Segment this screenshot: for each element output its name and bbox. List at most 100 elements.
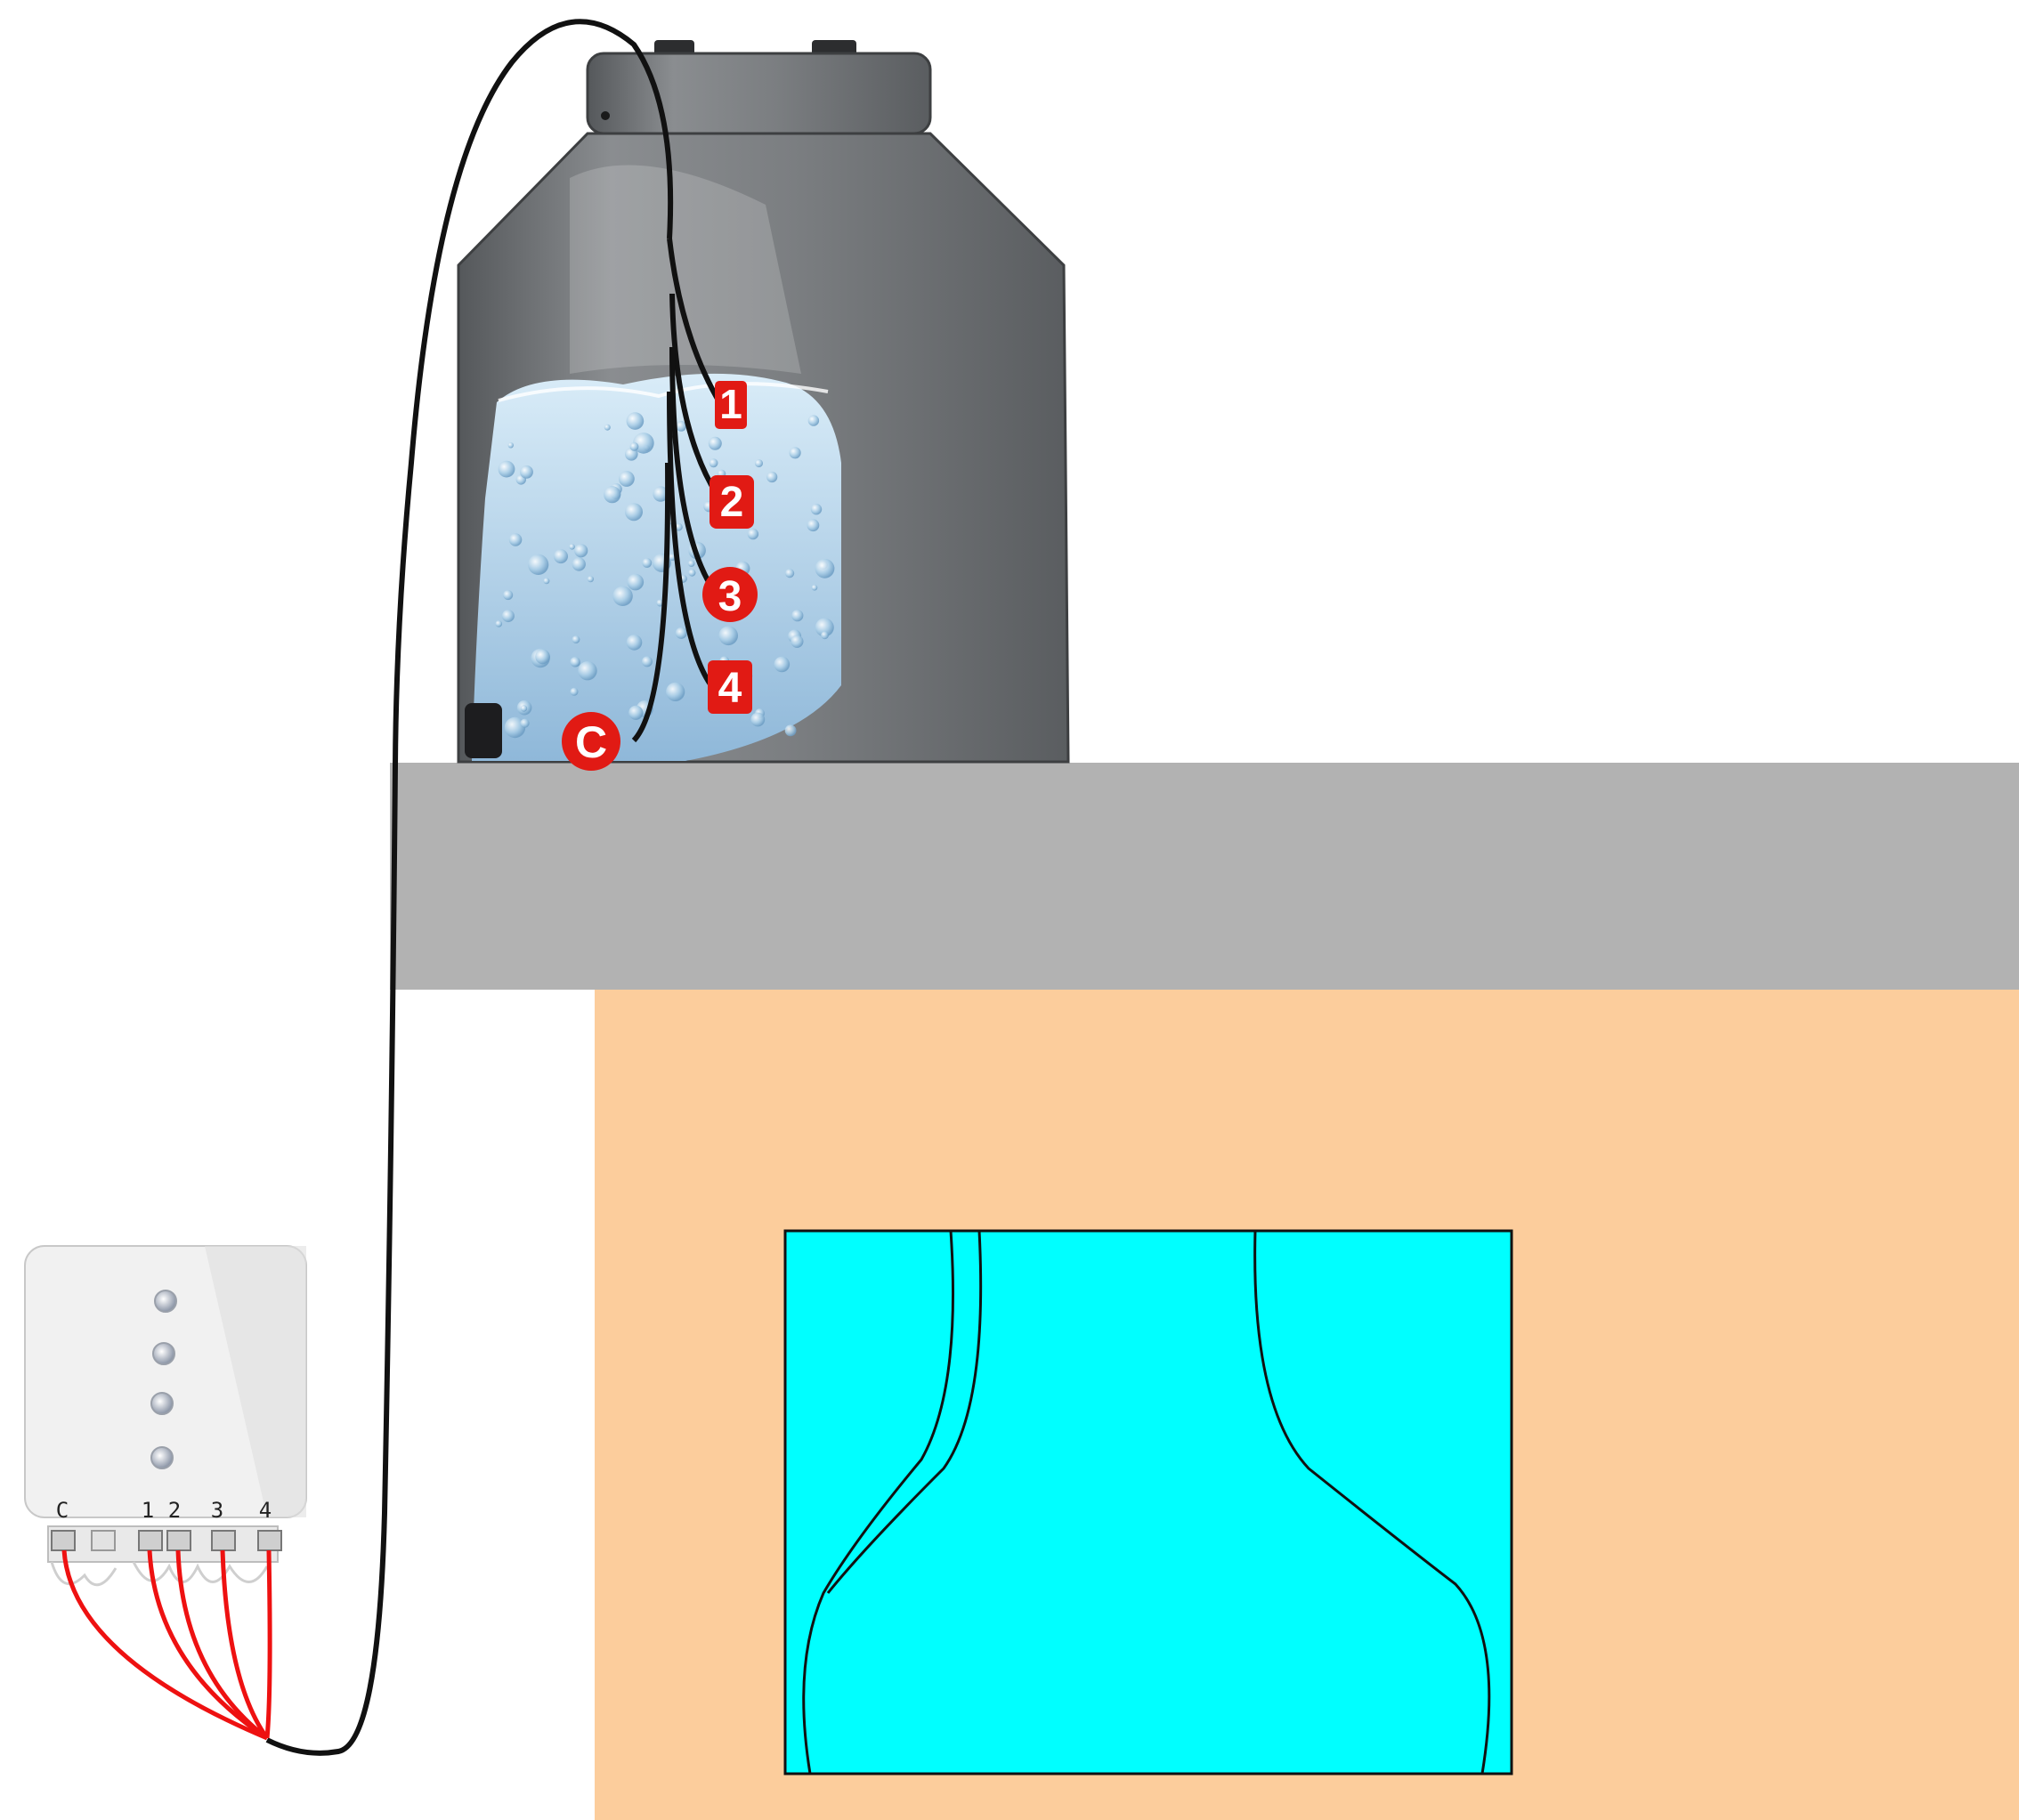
terminal-2 [166,1530,191,1551]
water-bubble [791,635,804,648]
sensor-label-common: C [575,717,607,767]
water-bubble [619,471,635,487]
screen-panel [783,1229,1513,1776]
water-bubble [755,459,763,468]
water-bubble [498,460,515,478]
water-bubble [628,705,644,720]
terminal-3 [211,1530,236,1551]
terminal-c [51,1530,76,1551]
water-bubble [508,533,523,546]
terminal-strip [47,1525,282,1587]
terminal-label-1: 1 [142,1498,154,1523]
tv-screen-icon [783,1229,1513,1776]
water-bubble [543,578,550,585]
wire-2 [175,1549,269,1740]
water-bubble [572,635,580,643]
water-bubble [676,421,687,432]
sensor-label-3: 3 [718,573,742,620]
terminal-label-4: 4 [259,1498,272,1523]
water-bubble [708,436,722,450]
water-bubble [503,590,514,601]
water-bubble [766,471,778,483]
water-bubble [810,504,823,515]
water-bubble [791,610,804,622]
wire-1 [147,1549,269,1741]
probe-wire-2 [669,293,719,496]
water-bubble [504,716,526,739]
water-bubble [807,415,820,426]
floor-slab [390,763,2019,990]
water-bubble [774,656,791,673]
water-bubble [629,442,639,451]
water-bubble [578,661,597,681]
water-bubble [807,519,820,532]
indicator-led-2 [152,1342,175,1365]
water-bubble [507,442,514,449]
water-tank-icon [457,40,1070,764]
water-bubble [569,544,575,550]
terminal-1 [138,1530,163,1551]
water-bubble [666,682,685,702]
water-bubble [535,649,550,665]
water-bubble [574,544,588,558]
water-bubble [642,656,653,667]
tank-vent-hole [601,111,610,120]
water-bubble [642,558,653,568]
water-bubble [612,586,633,606]
controller-wires [61,1549,272,1741]
water-bubble [626,635,643,651]
water-bubble [570,687,579,696]
probe-wire-common [631,462,671,743]
sensor-label-1: 1 [719,381,742,427]
terminal-blank [91,1530,116,1551]
probe-wire-1 [667,238,724,407]
water-bubble [587,576,595,583]
water-bubble [604,424,611,431]
screen-curve-left-b [826,1230,983,1594]
water-bubble [604,486,621,504]
water-bubble [626,412,645,430]
water-bubble [718,626,738,646]
sensor-label-4: 4 [718,665,742,712]
water-bubble [688,569,696,577]
screen-curve-left-a [802,1230,954,1775]
water-bubble [785,569,795,578]
water-bubble [627,573,645,591]
sensor-badge-3: 3 [702,567,758,622]
water-bubble [675,627,687,639]
terminal-label-2: 2 [168,1498,181,1523]
water-bubble [747,528,759,540]
probe-wires [631,238,724,743]
terminal-label-c: C [56,1498,69,1523]
indicator-led-1 [154,1290,177,1313]
sensor-badge-1: 1 [715,381,747,429]
tank-outlet [465,703,502,758]
probe-wire-3 [669,346,719,596]
level-controller-icon: C 1 2 3 4 [24,1245,307,1741]
water-bubble [495,620,503,627]
probe-wire-4 [667,391,719,695]
water-bubble [528,554,549,576]
tank-glare [570,165,801,374]
water-surface [498,382,829,402]
sensor-badge-4: 4 [708,660,752,714]
water-bubble [520,718,530,728]
terminal-label-3: 3 [211,1498,223,1523]
terminal-4 [257,1530,282,1551]
water-bubble [687,560,695,567]
sensor-badge-common: C [562,712,620,771]
water-bubble [821,631,829,640]
wire-c [61,1549,268,1741]
sensor-badge-2: 2 [709,475,754,529]
signal-cable [265,19,674,1756]
screen-curve-right [1253,1230,1491,1775]
water-bubble [815,558,835,578]
water-bubble [709,458,718,468]
water-bubble [653,486,669,502]
water-bubble [520,465,533,479]
tank-neck [586,52,932,135]
sensor-label-2: 2 [720,479,744,526]
water-bubble [570,657,580,667]
wire-4 [264,1549,272,1739]
